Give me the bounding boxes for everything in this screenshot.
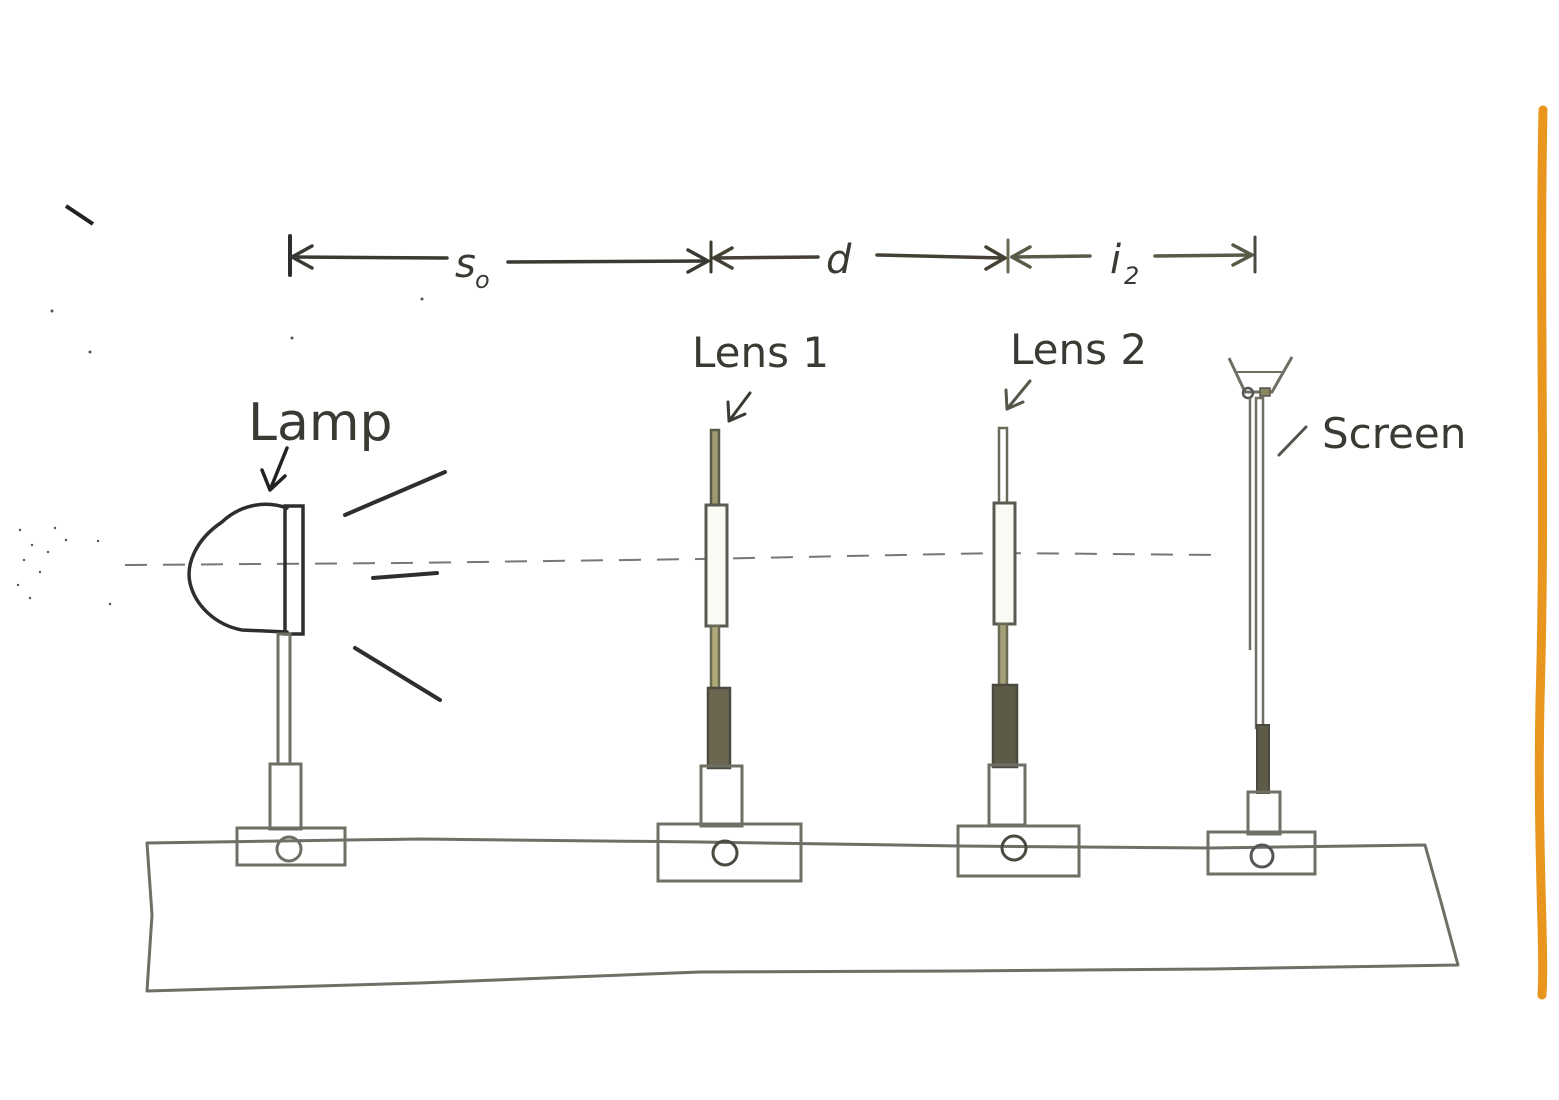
lens-1-label: Lens 1	[692, 328, 829, 377]
lamp-carrier-knob	[275, 835, 303, 863]
lamp-post	[276, 632, 292, 766]
screen-post-holder	[1246, 790, 1282, 836]
i2-subscript: 2	[1124, 262, 1139, 290]
lens-1-carrier-knob	[711, 839, 739, 867]
lamp	[187, 470, 447, 867]
lamp-post-holder	[268, 762, 303, 831]
lens-2-carrier	[956, 824, 1081, 878]
optical-rail	[145, 837, 1460, 993]
lens-1-dark-rod	[706, 686, 732, 770]
lamp-face	[283, 504, 305, 636]
lamp-pointer-arrow	[260, 446, 289, 492]
lens-1	[656, 428, 803, 883]
d-symbol: d	[826, 237, 852, 283]
lens-2	[956, 426, 1081, 878]
lens-1-carrier	[656, 822, 803, 883]
lamp-carrier	[235, 826, 347, 867]
lens-1-pointer-arrow	[726, 391, 752, 423]
lens-2-upper-rod	[997, 426, 1009, 506]
screen-carrier	[1206, 830, 1317, 876]
light-rays	[343, 470, 447, 702]
lens-2-dark-rod	[991, 683, 1019, 769]
lens-2-element	[992, 501, 1017, 626]
lens-2-label: Lens 2	[1010, 325, 1147, 374]
screen	[1206, 356, 1317, 876]
screen-pointer-line	[1277, 425, 1308, 457]
lens-2-lower-rod	[997, 622, 1009, 688]
s-o-symbol: s	[455, 241, 476, 287]
i2-arrow	[1010, 243, 1254, 269]
paper-edge	[1534, 105, 1548, 1000]
lens-1-element	[704, 503, 729, 628]
stray-marks	[16, 204, 424, 606]
lens-2-post-holder	[987, 763, 1027, 827]
s-o-subscript: o	[475, 266, 490, 294]
screen-top-clip	[1227, 356, 1294, 394]
lens-1-upper-rod	[709, 428, 721, 510]
lamp-label: Lamp	[248, 393, 393, 453]
lamp-housing	[187, 502, 289, 634]
dimension-line	[288, 234, 1257, 277]
lens-1-lower-rod	[709, 624, 721, 692]
screen-label: Screen	[1322, 409, 1466, 458]
screen-dark-rod	[1256, 724, 1270, 794]
screen-carrier-knob	[1249, 843, 1275, 869]
s-o-arrow	[290, 244, 710, 274]
i2-symbol: i	[1110, 237, 1121, 283]
optical-axis	[124, 551, 1221, 566]
lens-2-carrier-knob	[1000, 834, 1028, 862]
screen-rod	[1254, 396, 1265, 730]
d-arrow	[712, 245, 1007, 271]
lens-1-post-holder	[699, 764, 744, 828]
lens-2-pointer-arrow	[1004, 379, 1032, 411]
